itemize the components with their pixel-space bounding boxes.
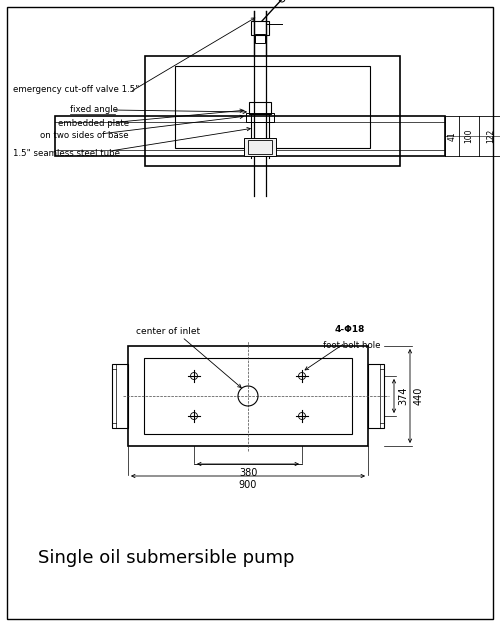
Text: 1.5" seamless steel tube: 1.5" seamless steel tube (13, 148, 120, 158)
Bar (175, 66, 370, 148)
Text: fixed angle: fixed angle (70, 106, 118, 115)
Text: foot bolt hole: foot bolt hole (323, 341, 380, 350)
Text: embedded plate: embedded plate (58, 118, 129, 128)
Text: 440: 440 (414, 387, 424, 405)
Text: 100: 100 (464, 129, 473, 143)
Bar (128, 346, 368, 446)
Bar (145, 56, 400, 166)
Bar (246, 113, 274, 122)
Text: 374: 374 (398, 387, 408, 405)
Bar (244, 138, 276, 156)
Bar (368, 364, 384, 428)
Bar (248, 140, 272, 154)
Text: on two sides of base: on two sides of base (40, 131, 128, 140)
Text: 41: 41 (448, 131, 456, 141)
Text: Single oil submersible pump: Single oil submersible pump (38, 549, 294, 567)
Text: 122: 122 (486, 129, 496, 143)
Bar (112, 364, 128, 428)
Text: 380: 380 (239, 468, 257, 478)
Bar (249, 102, 271, 114)
Bar (255, 34, 265, 43)
Text: emergency cut-off valve 1.5": emergency cut-off valve 1.5" (13, 86, 140, 95)
Bar (55, 116, 445, 156)
Bar (251, 21, 269, 35)
Text: center of inlet: center of inlet (136, 327, 200, 336)
Text: 4-Φ18: 4-Φ18 (335, 325, 366, 334)
Bar (144, 358, 352, 434)
Text: 900: 900 (239, 480, 257, 490)
